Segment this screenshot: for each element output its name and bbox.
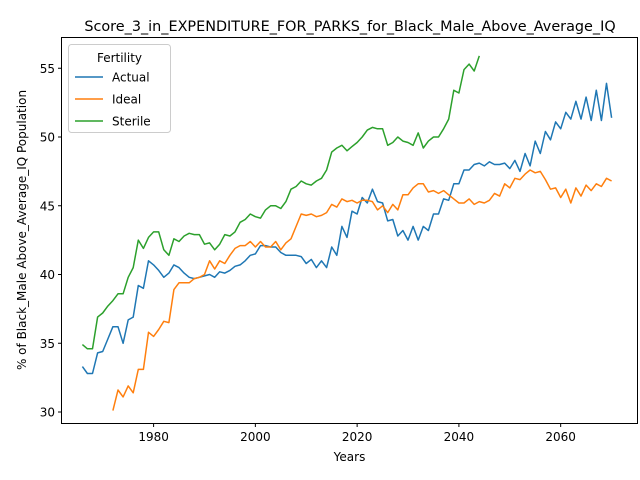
legend-label-sterile: Sterile — [112, 115, 151, 129]
legend: Fertility Actual Ideal Sterile — [68, 44, 171, 133]
x-axis: 1980 2000 2020 2040 2060 — [138, 423, 576, 444]
x-axis-label: Years — [333, 450, 366, 464]
legend-entries: Actual Ideal Sterile — [75, 71, 151, 129]
legend-box — [68, 44, 171, 133]
x-tick-label: 2000 — [240, 430, 271, 444]
axes-frame — [61, 37, 638, 424]
chart-title: Score_3_in_EXPENDITURE_FOR_PARKS_for_Bla… — [84, 19, 615, 35]
legend-label-actual: Actual — [112, 71, 150, 85]
y-tick-label: 30 — [40, 406, 55, 420]
series-layer — [81, 55, 613, 411]
y-tick-label: 45 — [40, 199, 55, 213]
y-tick-label: 50 — [40, 131, 55, 145]
series-line-sterile — [81, 55, 481, 350]
y-axis: 30 35 40 45 50 55 — [40, 62, 62, 420]
y-axis-label: % of Black_Male Above_Average_IQ Populat… — [15, 90, 29, 370]
series-line-ideal — [112, 169, 612, 411]
x-tick-label: 2060 — [545, 430, 576, 444]
x-tick-label: 2040 — [444, 430, 475, 444]
legend-label-ideal: Ideal — [112, 93, 141, 107]
x-tick-label: 2020 — [342, 430, 373, 444]
series-line-actual — [81, 82, 613, 375]
x-tick-label: 1980 — [138, 430, 169, 444]
legend-title: Fertility — [97, 51, 142, 65]
plot-area — [61, 37, 638, 424]
y-tick-label: 35 — [40, 337, 55, 351]
y-tick-label: 55 — [40, 62, 55, 76]
y-tick-label: 40 — [40, 268, 55, 282]
